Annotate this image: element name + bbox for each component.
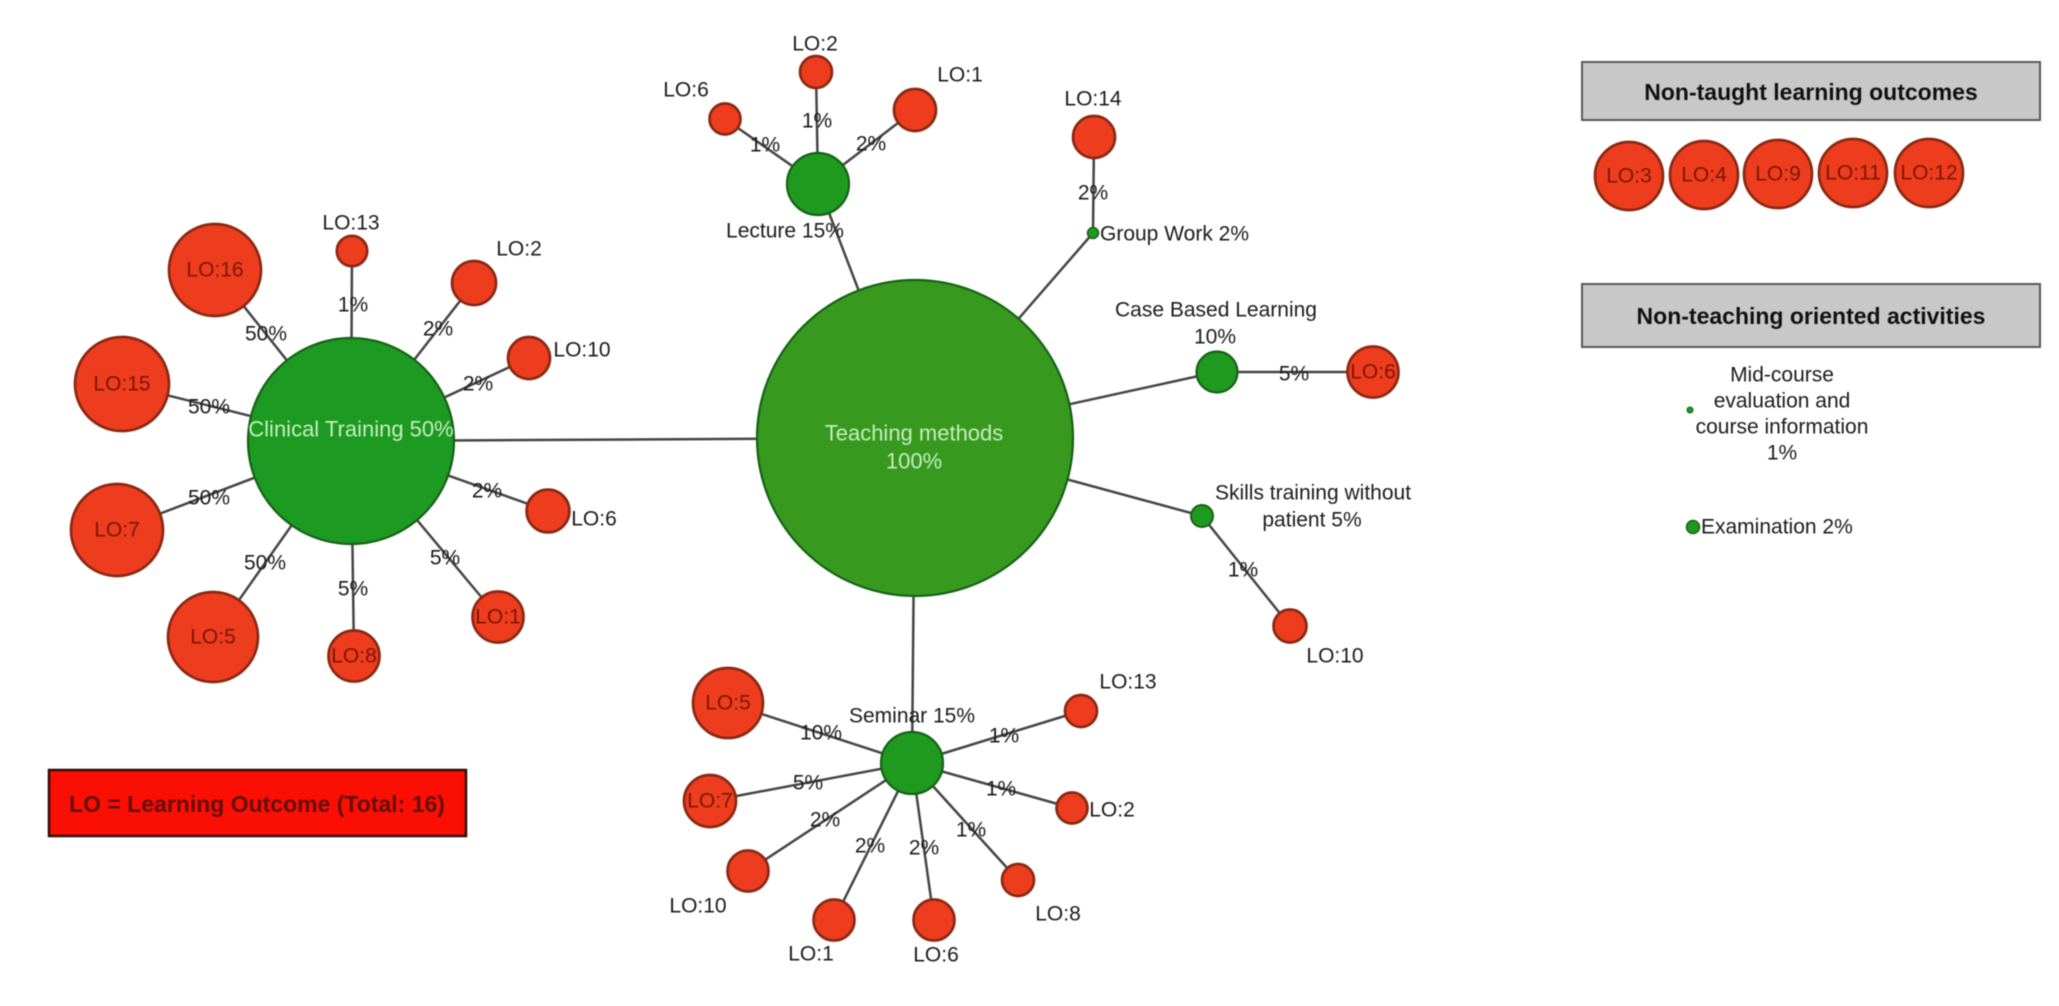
svg-text:LO:10: LO:10 [553,339,610,362]
svg-text:evaluation and: evaluation and [1714,390,1851,413]
svg-text:LO:14: LO:14 [1064,88,1122,111]
svg-text:1%: 1% [986,778,1016,801]
svg-text:LO:6: LO:6 [1350,361,1396,384]
svg-text:LO = Learning Outcome (Total:: LO = Learning Outcome (Total: 16) [69,791,445,817]
svg-text:LO:11: LO:11 [1825,162,1881,185]
svg-text:Group Work 2%: Group Work 2% [1100,223,1249,246]
svg-text:50%: 50% [188,396,230,419]
svg-text:2%: 2% [909,837,939,860]
svg-text:5%: 5% [430,547,460,570]
svg-text:LO:9: LO:9 [1755,163,1801,186]
svg-text:patient 5%: patient 5% [1262,509,1361,532]
svg-text:LO:6: LO:6 [913,944,959,967]
svg-text:1%: 1% [989,725,1019,748]
svg-text:5%: 5% [338,578,368,601]
svg-text:2%: 2% [856,133,886,156]
svg-text:Skills training without: Skills training without [1215,482,1411,505]
svg-text:Lecture 15%: Lecture 15% [726,220,844,243]
svg-text:10%: 10% [800,722,842,745]
svg-text:LO:1: LO:1 [475,606,521,629]
svg-text:10%: 10% [1194,326,1236,349]
svg-text:LO:7: LO:7 [94,519,140,542]
svg-text:LO:8: LO:8 [1035,903,1081,926]
svg-text:course information: course information [1696,416,1869,439]
svg-text:50%: 50% [245,323,287,346]
svg-text:2%: 2% [1078,182,1108,205]
svg-text:Mid-course: Mid-course [1730,364,1834,387]
svg-text:2%: 2% [810,809,840,832]
svg-text:Non-taught learning outcomes: Non-taught learning outcomes [1644,79,1978,105]
svg-text:LO:10: LO:10 [669,895,726,918]
svg-text:1%: 1% [1767,442,1797,465]
svg-text:Examination 2%: Examination 2% [1701,516,1853,539]
svg-text:1%: 1% [1228,559,1258,582]
svg-text:LO:5: LO:5 [190,626,236,649]
svg-text:Non-teaching oriented activiti: Non-teaching oriented activities [1637,303,1986,329]
svg-text:LO:4: LO:4 [1681,164,1727,187]
svg-text:50%: 50% [244,552,286,575]
svg-text:LO:2: LO:2 [496,238,542,261]
svg-text:LO:6: LO:6 [571,508,617,531]
svg-text:LO:2: LO:2 [792,33,838,56]
svg-text:LO:10: LO:10 [1306,645,1363,668]
svg-text:Case Based Learning: Case Based Learning [1115,299,1317,322]
svg-text:Teaching methods: Teaching methods [825,421,1004,446]
svg-text:LO:6: LO:6 [663,79,709,102]
svg-text:LO:12: LO:12 [1900,162,1957,185]
svg-text:1%: 1% [338,294,368,317]
svg-text:5%: 5% [793,772,823,795]
svg-text:1%: 1% [956,819,986,842]
svg-text:1%: 1% [750,134,780,157]
svg-text:100%: 100% [886,449,942,474]
svg-text:2%: 2% [472,480,502,503]
svg-text:50%: 50% [188,487,230,510]
svg-text:LO:15: LO:15 [93,373,150,396]
svg-text:LO:1: LO:1 [788,943,834,966]
svg-text:LO:3: LO:3 [1606,165,1652,188]
svg-text:LO:16: LO:16 [186,259,243,282]
svg-text:LO:2: LO:2 [1089,799,1135,822]
svg-text:5%: 5% [1279,363,1309,386]
svg-text:2%: 2% [423,318,453,341]
svg-text:LO:7: LO:7 [687,790,733,813]
svg-text:LO:13: LO:13 [322,212,379,235]
svg-text:Clinical Training 50%: Clinical Training 50% [248,417,453,442]
svg-text:LO:13: LO:13 [1099,671,1156,694]
svg-text:LO:5: LO:5 [705,692,751,715]
svg-text:2%: 2% [463,373,493,396]
svg-text:LO:8: LO:8 [331,645,377,668]
svg-text:2%: 2% [855,835,885,858]
svg-text:LO:1: LO:1 [937,64,983,87]
svg-text:1%: 1% [802,110,832,133]
svg-text:Seminar 15%: Seminar 15% [849,705,975,728]
